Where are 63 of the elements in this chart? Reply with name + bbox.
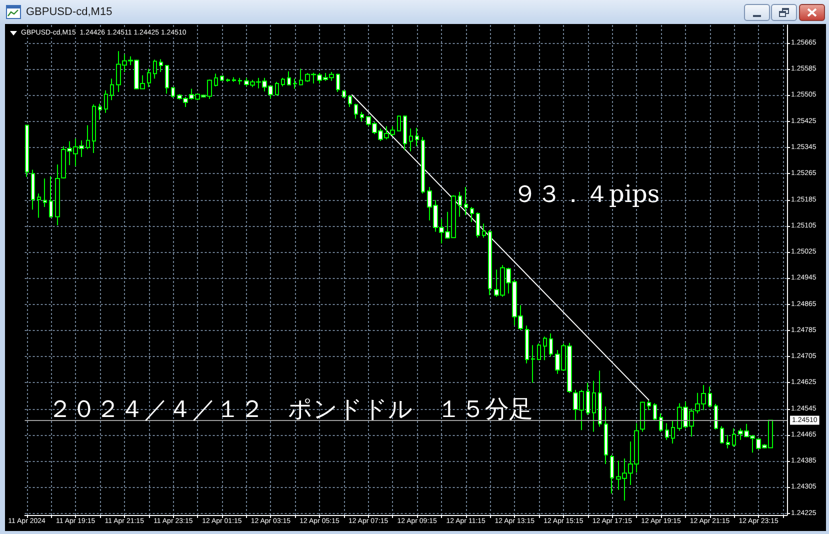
candlestick xyxy=(232,76,236,82)
candlestick xyxy=(732,428,736,448)
candlestick xyxy=(104,90,108,114)
candlestick xyxy=(537,343,541,361)
candlestick xyxy=(281,77,285,87)
candlestick xyxy=(153,59,157,80)
candlestick xyxy=(482,223,486,238)
candlestick xyxy=(165,64,169,94)
candlestick xyxy=(360,111,364,122)
candlestick xyxy=(293,78,297,90)
candlestick xyxy=(275,81,279,96)
candlestick xyxy=(98,103,102,120)
annotation: ９３．４pips xyxy=(513,180,660,208)
candlestick xyxy=(214,73,218,87)
candlestick xyxy=(421,136,425,194)
candlestick xyxy=(458,191,462,218)
candlestick xyxy=(476,212,480,238)
candlestick xyxy=(610,454,614,494)
chart-title: GBPUSD-cd,M15 xyxy=(26,5,112,19)
candlestick xyxy=(653,402,657,420)
candlestick xyxy=(586,382,590,416)
candlestick xyxy=(238,77,242,85)
candlestick xyxy=(171,86,175,98)
candlestick xyxy=(86,124,90,150)
candlestick xyxy=(25,124,29,178)
candlestick xyxy=(92,104,96,154)
candlestick xyxy=(543,336,547,361)
candlestick xyxy=(287,70,291,86)
candlestick xyxy=(640,401,645,432)
candlestick xyxy=(220,75,224,82)
candlestick xyxy=(403,114,407,151)
candlestick xyxy=(159,58,163,73)
candlestick xyxy=(397,114,401,132)
candlestick xyxy=(714,403,718,430)
candlestick xyxy=(49,176,53,218)
candlestick xyxy=(720,426,724,444)
candlestick xyxy=(409,128,413,152)
candlestick xyxy=(671,419,675,444)
candlestick xyxy=(147,68,151,88)
candlestick xyxy=(665,422,669,440)
candlestick xyxy=(354,103,358,120)
candlestick xyxy=(43,178,47,208)
candlestick xyxy=(470,206,474,222)
candlestick xyxy=(488,230,492,296)
candlestick xyxy=(726,434,730,449)
candlestick xyxy=(336,73,340,92)
candlestick xyxy=(604,406,608,465)
candlestick xyxy=(549,332,553,358)
candlestick xyxy=(299,68,303,86)
annotation: ２０２４／４／１２ ポンドドル １５分足 xyxy=(48,395,533,423)
candlestick xyxy=(415,127,419,147)
candlestick xyxy=(659,412,663,432)
candlestick xyxy=(598,370,602,428)
candlestick xyxy=(464,186,468,216)
candlestick xyxy=(531,344,535,384)
candlestick xyxy=(525,325,529,364)
candlestick xyxy=(708,386,712,408)
candlestick xyxy=(342,90,346,98)
candlestick xyxy=(592,380,596,432)
candlestick xyxy=(110,78,114,101)
candlestick xyxy=(31,169,35,210)
candlestick xyxy=(226,78,230,82)
candlestick xyxy=(37,193,41,218)
